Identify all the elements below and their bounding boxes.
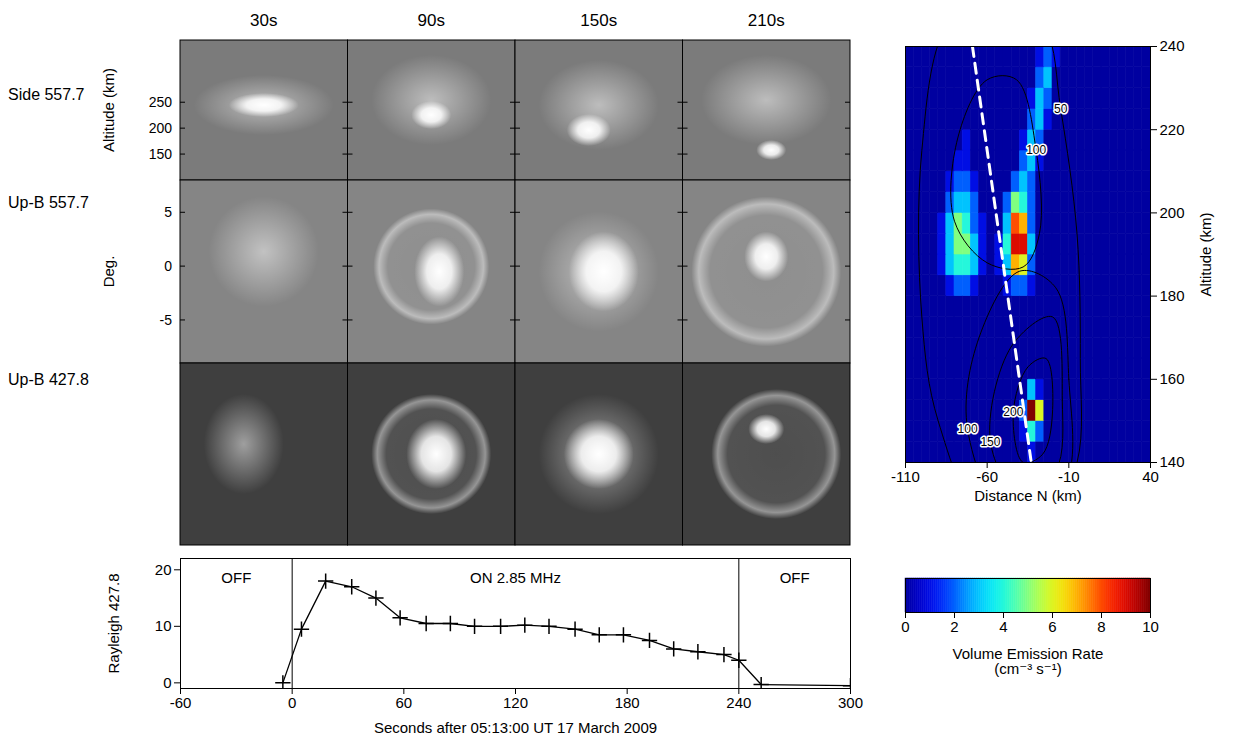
- svg-text:300: 300: [838, 694, 863, 711]
- svg-text:10: 10: [155, 617, 172, 634]
- svg-text:0: 0: [164, 258, 172, 274]
- svg-text:160: 160: [1160, 370, 1185, 387]
- svg-text:OFF: OFF: [221, 569, 251, 586]
- svg-text:Altitude (km): Altitude (km): [1197, 212, 1214, 296]
- svg-text:30s: 30s: [250, 11, 277, 30]
- svg-text:8: 8: [1097, 618, 1105, 635]
- svg-text:40: 40: [1142, 468, 1159, 485]
- svg-text:100: 100: [1026, 143, 1046, 157]
- svg-text:-60: -60: [170, 694, 192, 711]
- svg-text:220: 220: [1160, 121, 1185, 138]
- svg-text:5: 5: [164, 204, 172, 220]
- svg-text:Up-B 557.7: Up-B 557.7: [8, 194, 89, 211]
- svg-text:250: 250: [149, 94, 173, 110]
- svg-text:140: 140: [1160, 453, 1185, 470]
- svg-text:200: 200: [1003, 405, 1023, 419]
- svg-text:4: 4: [999, 618, 1007, 635]
- svg-text:240: 240: [1160, 37, 1185, 54]
- svg-text:60: 60: [395, 694, 412, 711]
- svg-text:-110: -110: [891, 468, 920, 485]
- svg-text:150s: 150s: [580, 11, 617, 30]
- svg-text:150: 150: [149, 146, 173, 162]
- svg-text:-10: -10: [1058, 468, 1080, 485]
- svg-text:240: 240: [726, 694, 751, 711]
- svg-text:Up-B 427.8: Up-B 427.8: [8, 371, 89, 388]
- svg-text:180: 180: [1160, 287, 1185, 304]
- svg-text:-5: -5: [160, 312, 173, 328]
- svg-text:Distance N (km): Distance N (km): [974, 487, 1082, 504]
- svg-text:200: 200: [1160, 204, 1185, 221]
- svg-text:2: 2: [950, 618, 958, 635]
- svg-text:Volume Emission Rate(cm⁻³ s⁻¹): Volume Emission Rate(cm⁻³ s⁻¹): [953, 645, 1104, 677]
- svg-text:50: 50: [1054, 102, 1068, 116]
- svg-text:0: 0: [901, 618, 909, 635]
- svg-text:0: 0: [163, 674, 171, 691]
- svg-text:Seconds after 05:13:00 UT 17 M: Seconds after 05:13:00 UT 17 March 2009: [374, 719, 657, 736]
- svg-text:Rayleigh 427.8: Rayleigh 427.8: [105, 573, 122, 673]
- svg-text:90s: 90s: [418, 11, 445, 30]
- svg-text:210s: 210s: [748, 11, 785, 30]
- svg-text:-60: -60: [976, 468, 998, 485]
- svg-text:Side 557.7: Side 557.7: [8, 86, 85, 103]
- svg-text:150: 150: [980, 435, 1000, 449]
- svg-text:ON 2.85 MHz: ON 2.85 MHz: [470, 569, 561, 586]
- svg-text:200: 200: [149, 120, 173, 136]
- svg-text:OFF: OFF: [780, 569, 810, 586]
- svg-text:Altitude (km): Altitude (km): [100, 68, 117, 152]
- svg-text:Deg.: Deg.: [100, 256, 117, 288]
- svg-text:0: 0: [288, 694, 296, 711]
- svg-text:100: 100: [958, 422, 978, 436]
- svg-text:180: 180: [615, 694, 640, 711]
- svg-text:20: 20: [155, 561, 172, 578]
- svg-text:6: 6: [1048, 618, 1056, 635]
- svg-text:120: 120: [503, 694, 528, 711]
- svg-text:10: 10: [1142, 618, 1159, 635]
